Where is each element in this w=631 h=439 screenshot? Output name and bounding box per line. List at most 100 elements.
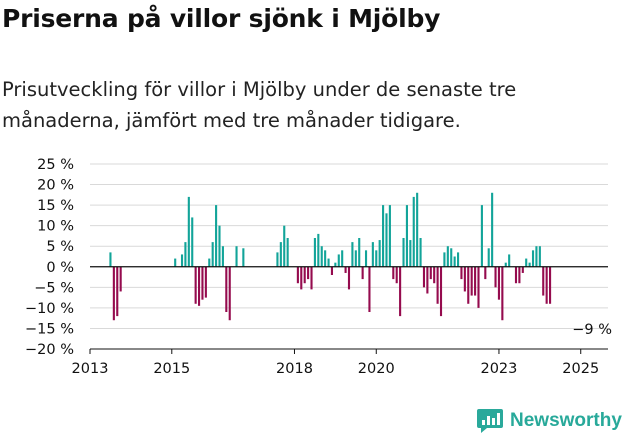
newsworthy-logo-icon	[477, 409, 503, 433]
bar	[368, 266, 371, 312]
y-tick-label: 10 %	[37, 219, 74, 235]
bar	[385, 213, 388, 267]
bar	[446, 246, 449, 267]
bar	[351, 242, 354, 267]
bar	[535, 246, 538, 267]
bar	[491, 192, 494, 267]
bar	[542, 266, 545, 296]
bar	[211, 242, 214, 267]
bar	[412, 196, 415, 267]
brand-logo: Newsworthy	[476, 408, 622, 434]
bar	[307, 266, 310, 280]
bar	[419, 238, 422, 267]
y-tick-label: −10 %	[25, 301, 74, 317]
y-tick-label: 5 %	[46, 239, 74, 255]
bar	[283, 225, 286, 267]
bar	[409, 240, 412, 267]
bar	[514, 266, 518, 284]
axis-layer	[89, 266, 608, 354]
bar	[392, 266, 395, 280]
bar	[218, 225, 221, 267]
bar	[416, 192, 419, 267]
y-tick-label: 15 %	[37, 198, 74, 214]
bar	[453, 256, 456, 267]
bar	[518, 266, 521, 284]
y-tick-label: 20 %	[37, 178, 74, 194]
bar	[497, 266, 500, 300]
bar	[450, 248, 453, 267]
bar	[402, 238, 405, 267]
chart-subtitle: Prisutveckling för villor i Mjölby under…	[2, 78, 517, 132]
bar	[470, 266, 473, 296]
bar	[221, 246, 224, 267]
bar	[334, 262, 337, 267]
bar	[187, 196, 190, 267]
bar	[422, 266, 426, 288]
bar	[337, 254, 340, 267]
bar	[405, 205, 408, 267]
last-value-label: −9 %	[572, 322, 612, 338]
chart-title: Priserna på villor sjönk i Mjölby	[2, 4, 441, 33]
bar	[436, 266, 439, 304]
x-tick-label: 2023	[480, 361, 517, 377]
bar	[112, 266, 115, 321]
bar	[504, 262, 507, 267]
bar	[364, 250, 368, 267]
bar	[549, 266, 552, 304]
bar	[180, 254, 184, 267]
bar	[300, 266, 303, 290]
bar	[116, 266, 119, 317]
bar	[521, 266, 524, 273]
bar	[344, 266, 347, 273]
bar	[296, 266, 299, 284]
bar	[320, 246, 323, 267]
bar	[310, 266, 313, 290]
grid-layer	[90, 163, 608, 350]
bar	[399, 266, 402, 317]
bar	[443, 252, 446, 267]
y-tick-label: −20 %	[25, 342, 74, 358]
bar	[119, 266, 122, 292]
y-tick-label: −15 %	[25, 321, 74, 337]
bar	[204, 266, 207, 298]
bar	[347, 266, 351, 290]
bar	[388, 205, 391, 267]
bar	[395, 266, 398, 284]
y-tick-label: 25 %	[37, 157, 74, 173]
bar	[198, 266, 201, 306]
bar	[531, 250, 535, 267]
bar	[463, 266, 466, 292]
bar	[194, 266, 197, 304]
bar	[327, 258, 330, 267]
bar	[525, 258, 528, 267]
bar-layer	[109, 192, 552, 321]
bar	[457, 252, 460, 267]
bar	[279, 242, 282, 267]
bar	[317, 233, 320, 267]
bar	[313, 238, 316, 267]
x-tick-label: 2013	[72, 361, 109, 377]
x-tick-label: 2025	[562, 361, 599, 377]
y-tick-label: 0 %	[46, 260, 74, 276]
bar	[480, 205, 483, 267]
bar	[225, 266, 228, 312]
bar	[324, 250, 327, 267]
bar	[184, 242, 187, 267]
bar	[330, 266, 334, 275]
bar	[303, 266, 306, 284]
bar-chart: −20 % −15 % −10 % −5 % 0 % 5 % 10 % 15 % 20 % 25 …	[25, 157, 612, 377]
bar	[484, 266, 487, 280]
bar	[382, 205, 385, 267]
bar	[538, 246, 541, 267]
bar	[375, 250, 378, 267]
x-tick-label: 2018	[276, 361, 313, 377]
bar	[460, 266, 463, 280]
bar	[201, 266, 204, 300]
bar	[474, 266, 477, 296]
bar	[378, 240, 381, 267]
bar	[501, 266, 504, 321]
bar	[426, 266, 429, 294]
bar	[528, 262, 531, 267]
bar	[235, 246, 238, 267]
bar	[429, 266, 432, 280]
